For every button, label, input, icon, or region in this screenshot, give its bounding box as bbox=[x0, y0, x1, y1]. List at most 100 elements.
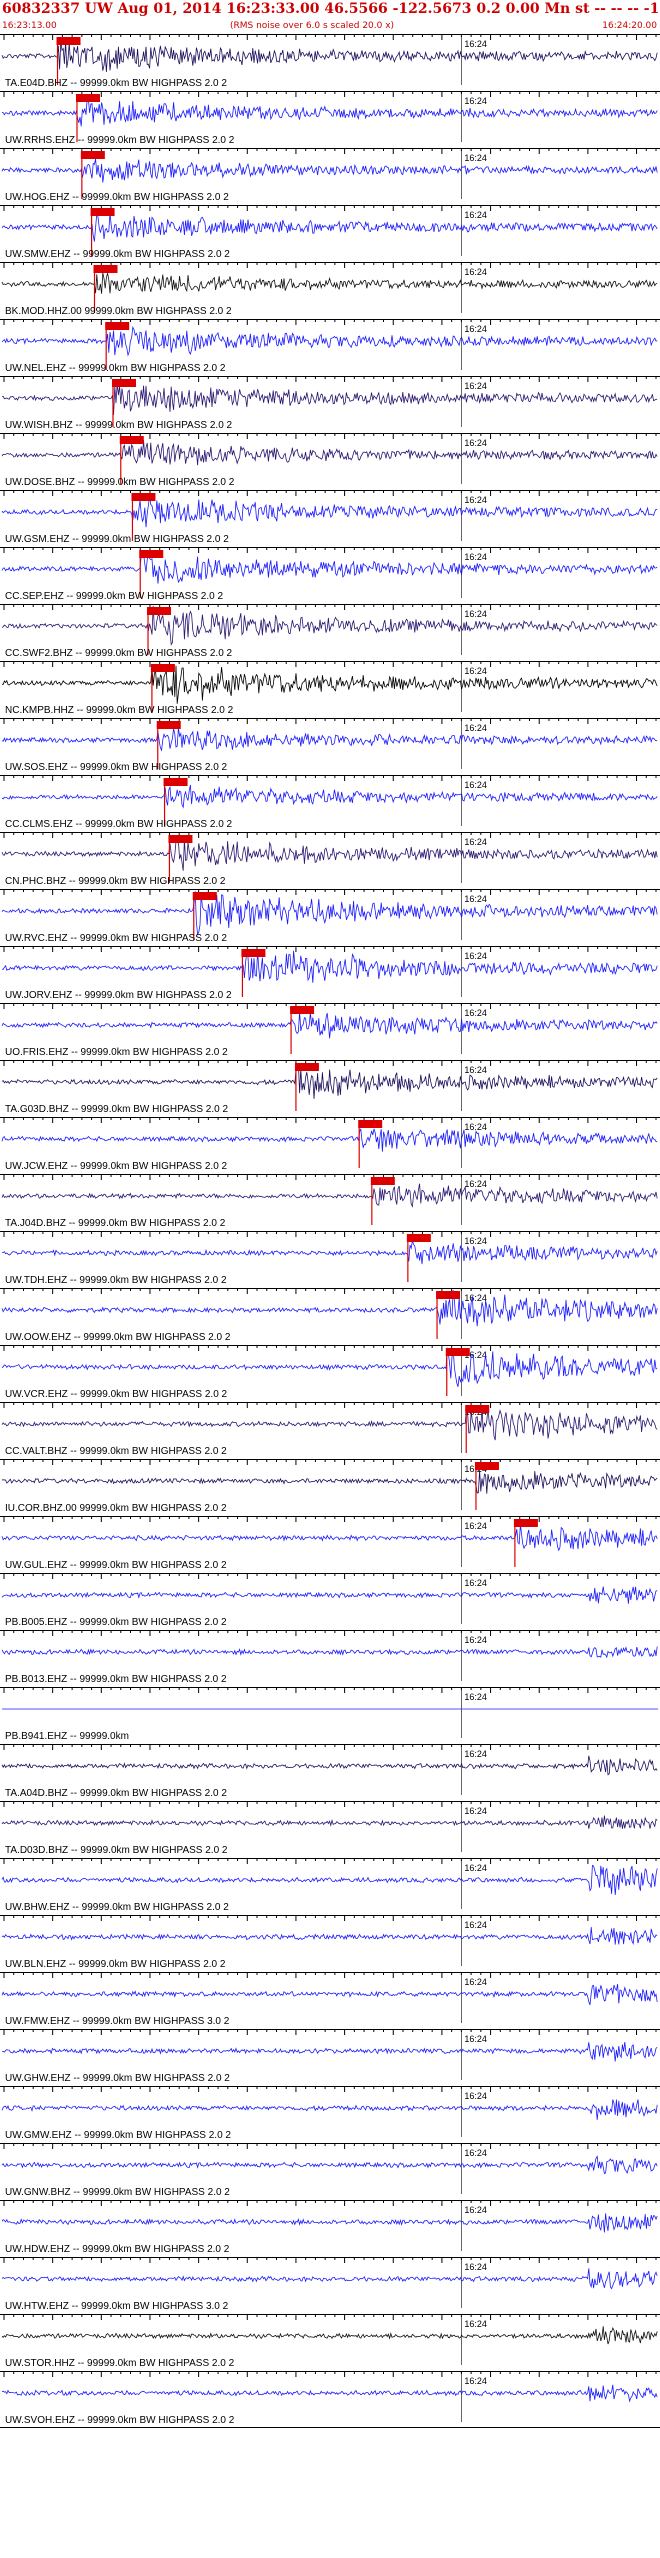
trace-row: 16:24 TA.D03D.BHZ -- 99999.0km BW HIGHPAS… bbox=[0, 1801, 660, 1856]
minute-mark-label: 16:24 bbox=[464, 552, 487, 562]
minute-mark-label: 16:24 bbox=[464, 267, 487, 277]
trace-row: 16:24 UW.OOW.EHZ -- 99999.0km BW HIGHPASS… bbox=[0, 1288, 660, 1343]
trace-label: CC.SWF2.BHZ -- 99999.0km BW HIGHPASS 2.0… bbox=[5, 648, 233, 659]
waveform-trace bbox=[1, 2268, 658, 2290]
trace-row: 16:24 UW.JORV.EHZ -- 99999.0km BW HIGHPAS… bbox=[0, 946, 660, 1001]
trace-row: 16:24 PB.B941.EHZ -- 99999.0km bbox=[0, 1687, 660, 1742]
minute-mark-label: 16:24 bbox=[464, 2205, 487, 2215]
trace-label: UW.JCW.EHZ -- 99999.0km BW HIGHPASS 2.0 … bbox=[5, 1161, 228, 1172]
trace-row: 16:24 TA.E04D.BHZ -- 99999.0km BW HIGHPAS… bbox=[0, 34, 660, 89]
minute-mark-label: 16:24 bbox=[464, 1920, 487, 1930]
minute-mark-label: 16:24 bbox=[464, 1179, 487, 1189]
trace-row: 16:24 CC.SEP.EHZ -- 99999.0km BW HIGHPASS… bbox=[0, 547, 660, 602]
trace-label: IU.COR.BHZ.00 99999.0km BW HIGHPASS 2.0 … bbox=[5, 1503, 227, 1514]
trace-label: UW.GHW.EHZ -- 99999.0km BW HIGHPASS 2.0 … bbox=[5, 2073, 230, 2084]
waveform-trace bbox=[1, 2155, 658, 2175]
waveform-trace bbox=[1, 1290, 658, 1327]
waveform-trace bbox=[1, 326, 658, 357]
trace-label: BK.MOD.HHZ.00 99999.0km BW HIGHPASS 2.0 … bbox=[5, 306, 232, 317]
waveform-trace bbox=[1, 212, 658, 242]
trace-label: UW.GMW.EHZ -- 99999.0km BW HIGHPASS 2.0 … bbox=[5, 2130, 231, 2141]
trace-label: TA.G03D.BHZ -- 99999.0km BW HIGHPASS 2.0… bbox=[5, 1104, 228, 1115]
waveform-trace bbox=[1, 2099, 658, 2120]
minute-mark-label: 16:24 bbox=[464, 1635, 487, 1645]
waveform-trace bbox=[1, 1183, 658, 1208]
trace-row: 16:24 UW.HDW.EHZ -- 99999.0km BW HIGHPASS… bbox=[0, 2200, 660, 2255]
trace-row: 16:24 PB.B013.EHZ -- 99999.0km BW HIGHPAS… bbox=[0, 1630, 660, 1685]
pick-marker bbox=[163, 778, 188, 786]
waveform-trace bbox=[1, 950, 658, 983]
trace-label: UW.SMW.EHZ -- 99999.0km BW HIGHPASS 2.0 … bbox=[5, 249, 230, 260]
pick-marker bbox=[474, 1462, 499, 1470]
waveform-trace bbox=[1, 1755, 658, 1776]
trace-label: NC.KMPB.HHZ -- 99999.0km BW HIGHPASS 2.0… bbox=[5, 705, 234, 716]
pick-marker bbox=[147, 607, 172, 615]
pick-marker bbox=[290, 1006, 315, 1014]
pick-marker bbox=[406, 1234, 431, 1242]
trace-label: UW.JORV.EHZ -- 99999.0km BW HIGHPASS 2.0… bbox=[5, 990, 232, 1001]
trace-row: 16:24 UW.WISH.BHZ -- 99999.0km BW HIGHPAS… bbox=[0, 376, 660, 431]
minute-mark-label: 16:24 bbox=[464, 1521, 487, 1531]
minute-mark-label: 16:24 bbox=[464, 2148, 487, 2158]
minute-mark-label: 16:24 bbox=[464, 2376, 487, 2386]
trace-row: 16:24 UW.GHW.EHZ -- 99999.0km BW HIGHPASS… bbox=[0, 2029, 660, 2084]
minute-mark-label: 16:24 bbox=[464, 837, 487, 847]
waveform-trace bbox=[1, 839, 658, 871]
trace-row: 16:24 UW.RRHS.EHZ -- 99999.0km BW HIGHPAS… bbox=[0, 91, 660, 146]
pick-marker bbox=[75, 94, 100, 102]
trace-label: UO.FRIS.EHZ -- 99999.0km BW HIGHPASS 2.0… bbox=[5, 1047, 228, 1058]
trace-label: TA.A04D.BHZ -- 99999.0km BW HIGHPASS 2.0… bbox=[5, 1788, 227, 1799]
minute-mark-label: 16:24 bbox=[464, 210, 487, 220]
trace-row: 16:24 UW.SMW.EHZ -- 99999.0km BW HIGHPASS… bbox=[0, 205, 660, 260]
pick-marker bbox=[93, 265, 118, 273]
trace-label: CN.PHC.BHZ -- 99999.0km BW HIGHPASS 2.0 … bbox=[5, 876, 226, 887]
trace-row: 16:24 UW.DOSE.BHZ -- 99999.0km BW HIGHPAS… bbox=[0, 433, 660, 488]
trace-label: UW.HTW.EHZ -- 99999.0km BW HIGHPASS 3.0 … bbox=[5, 2301, 229, 2312]
trace-label: CC.CLMS.EHZ -- 99999.0km BW HIGHPASS 2.0… bbox=[5, 819, 233, 830]
waveform-trace bbox=[1, 158, 658, 183]
pick-marker bbox=[358, 1120, 383, 1128]
minute-mark-label: 16:24 bbox=[464, 1350, 487, 1360]
pick-marker bbox=[111, 379, 136, 387]
trace-row: 16:24 UW.VCR.EHZ -- 99999.0km BW HIGHPASS… bbox=[0, 1345, 660, 1400]
waveform-trace bbox=[1, 1523, 658, 1552]
trace-label: UW.HOG.EHZ -- 99999.0km BW HIGHPASS 2.0 … bbox=[5, 192, 229, 203]
minute-mark-label: 16:24 bbox=[464, 609, 487, 619]
waveform-trace bbox=[1, 2213, 658, 2233]
minute-mark-label: 16:24 bbox=[464, 324, 487, 334]
waveform-trace bbox=[2, 2042, 658, 2062]
waveform-trace bbox=[1, 1240, 658, 1265]
trace-label: CC.VALT.BHZ -- 99999.0km BW HIGHPASS 2.0… bbox=[5, 1446, 227, 1457]
trace-row: 16:24 UW.SVOH.EHZ -- 99999.0km BW HIGHPAS… bbox=[0, 2371, 660, 2426]
pick-marker bbox=[294, 1063, 319, 1071]
pick-marker bbox=[150, 664, 175, 672]
trace-row: 16:24 UW.BLN.EHZ -- 99999.0km BW HIGHPASS… bbox=[0, 1915, 660, 1970]
waveform-trace bbox=[1, 784, 658, 809]
waveform-trace bbox=[1, 891, 658, 936]
trace-row: 16:24 UW.HTW.EHZ -- 99999.0km BW HIGHPASS… bbox=[0, 2257, 660, 2312]
trace-label: UW.BLN.EHZ -- 99999.0km BW HIGHPASS 2.0 … bbox=[5, 1959, 226, 1970]
minute-mark-label: 16:24 bbox=[464, 1863, 487, 1873]
minute-mark-label: 16:24 bbox=[464, 1977, 487, 1987]
waveform-trace bbox=[1, 665, 658, 704]
waveform-trace bbox=[1, 40, 658, 73]
trace-label: TA.D03D.BHZ -- 99999.0km BW HIGHPASS 2.0… bbox=[5, 1845, 228, 1856]
trace-label: UW.OOW.EHZ -- 99999.0km BW HIGHPASS 2.0 … bbox=[5, 1332, 231, 1343]
trace-row: 16:24 CC.CLMS.EHZ -- 99999.0km BW HIGHPAS… bbox=[0, 775, 660, 830]
trace-label: PB.B013.EHZ -- 99999.0km BW HIGHPASS 2.0… bbox=[5, 1674, 227, 1685]
minute-mark-label: 16:24 bbox=[464, 1065, 487, 1075]
minute-mark-label: 16:24 bbox=[464, 1806, 487, 1816]
pick-marker bbox=[513, 1519, 538, 1527]
waveform-trace bbox=[1, 98, 658, 127]
trace-label: UW.NEL.EHZ -- 99999.0km BW HIGHPASS 2.0 … bbox=[5, 363, 226, 374]
minute-mark-label: 16:24 bbox=[464, 723, 487, 733]
trace-label: UW.FMW.EHZ -- 99999.0km BW HIGHPASS 3.0 … bbox=[5, 2016, 230, 2027]
seismogram-plot: 16:24 TA.E04D.BHZ -- 99999.0km BW HIGHPAS… bbox=[0, 34, 660, 2428]
minute-mark-label: 16:24 bbox=[464, 1692, 487, 1702]
minute-mark-label: 16:24 bbox=[464, 1008, 487, 1018]
plot-header: 60832337 UW Aug 01, 2014 16:23:33.00 46.… bbox=[0, 0, 660, 34]
trace-row: 16:24 UW.STOR.HHZ -- 99999.0km BW HIGHPAS… bbox=[0, 2314, 660, 2369]
waveform-trace bbox=[1, 1063, 658, 1099]
pick-marker bbox=[241, 949, 266, 957]
trace-row: 16:24IU.COR.BHZ.00 99999.0km BW HIGHPASS… bbox=[0, 1459, 660, 1514]
